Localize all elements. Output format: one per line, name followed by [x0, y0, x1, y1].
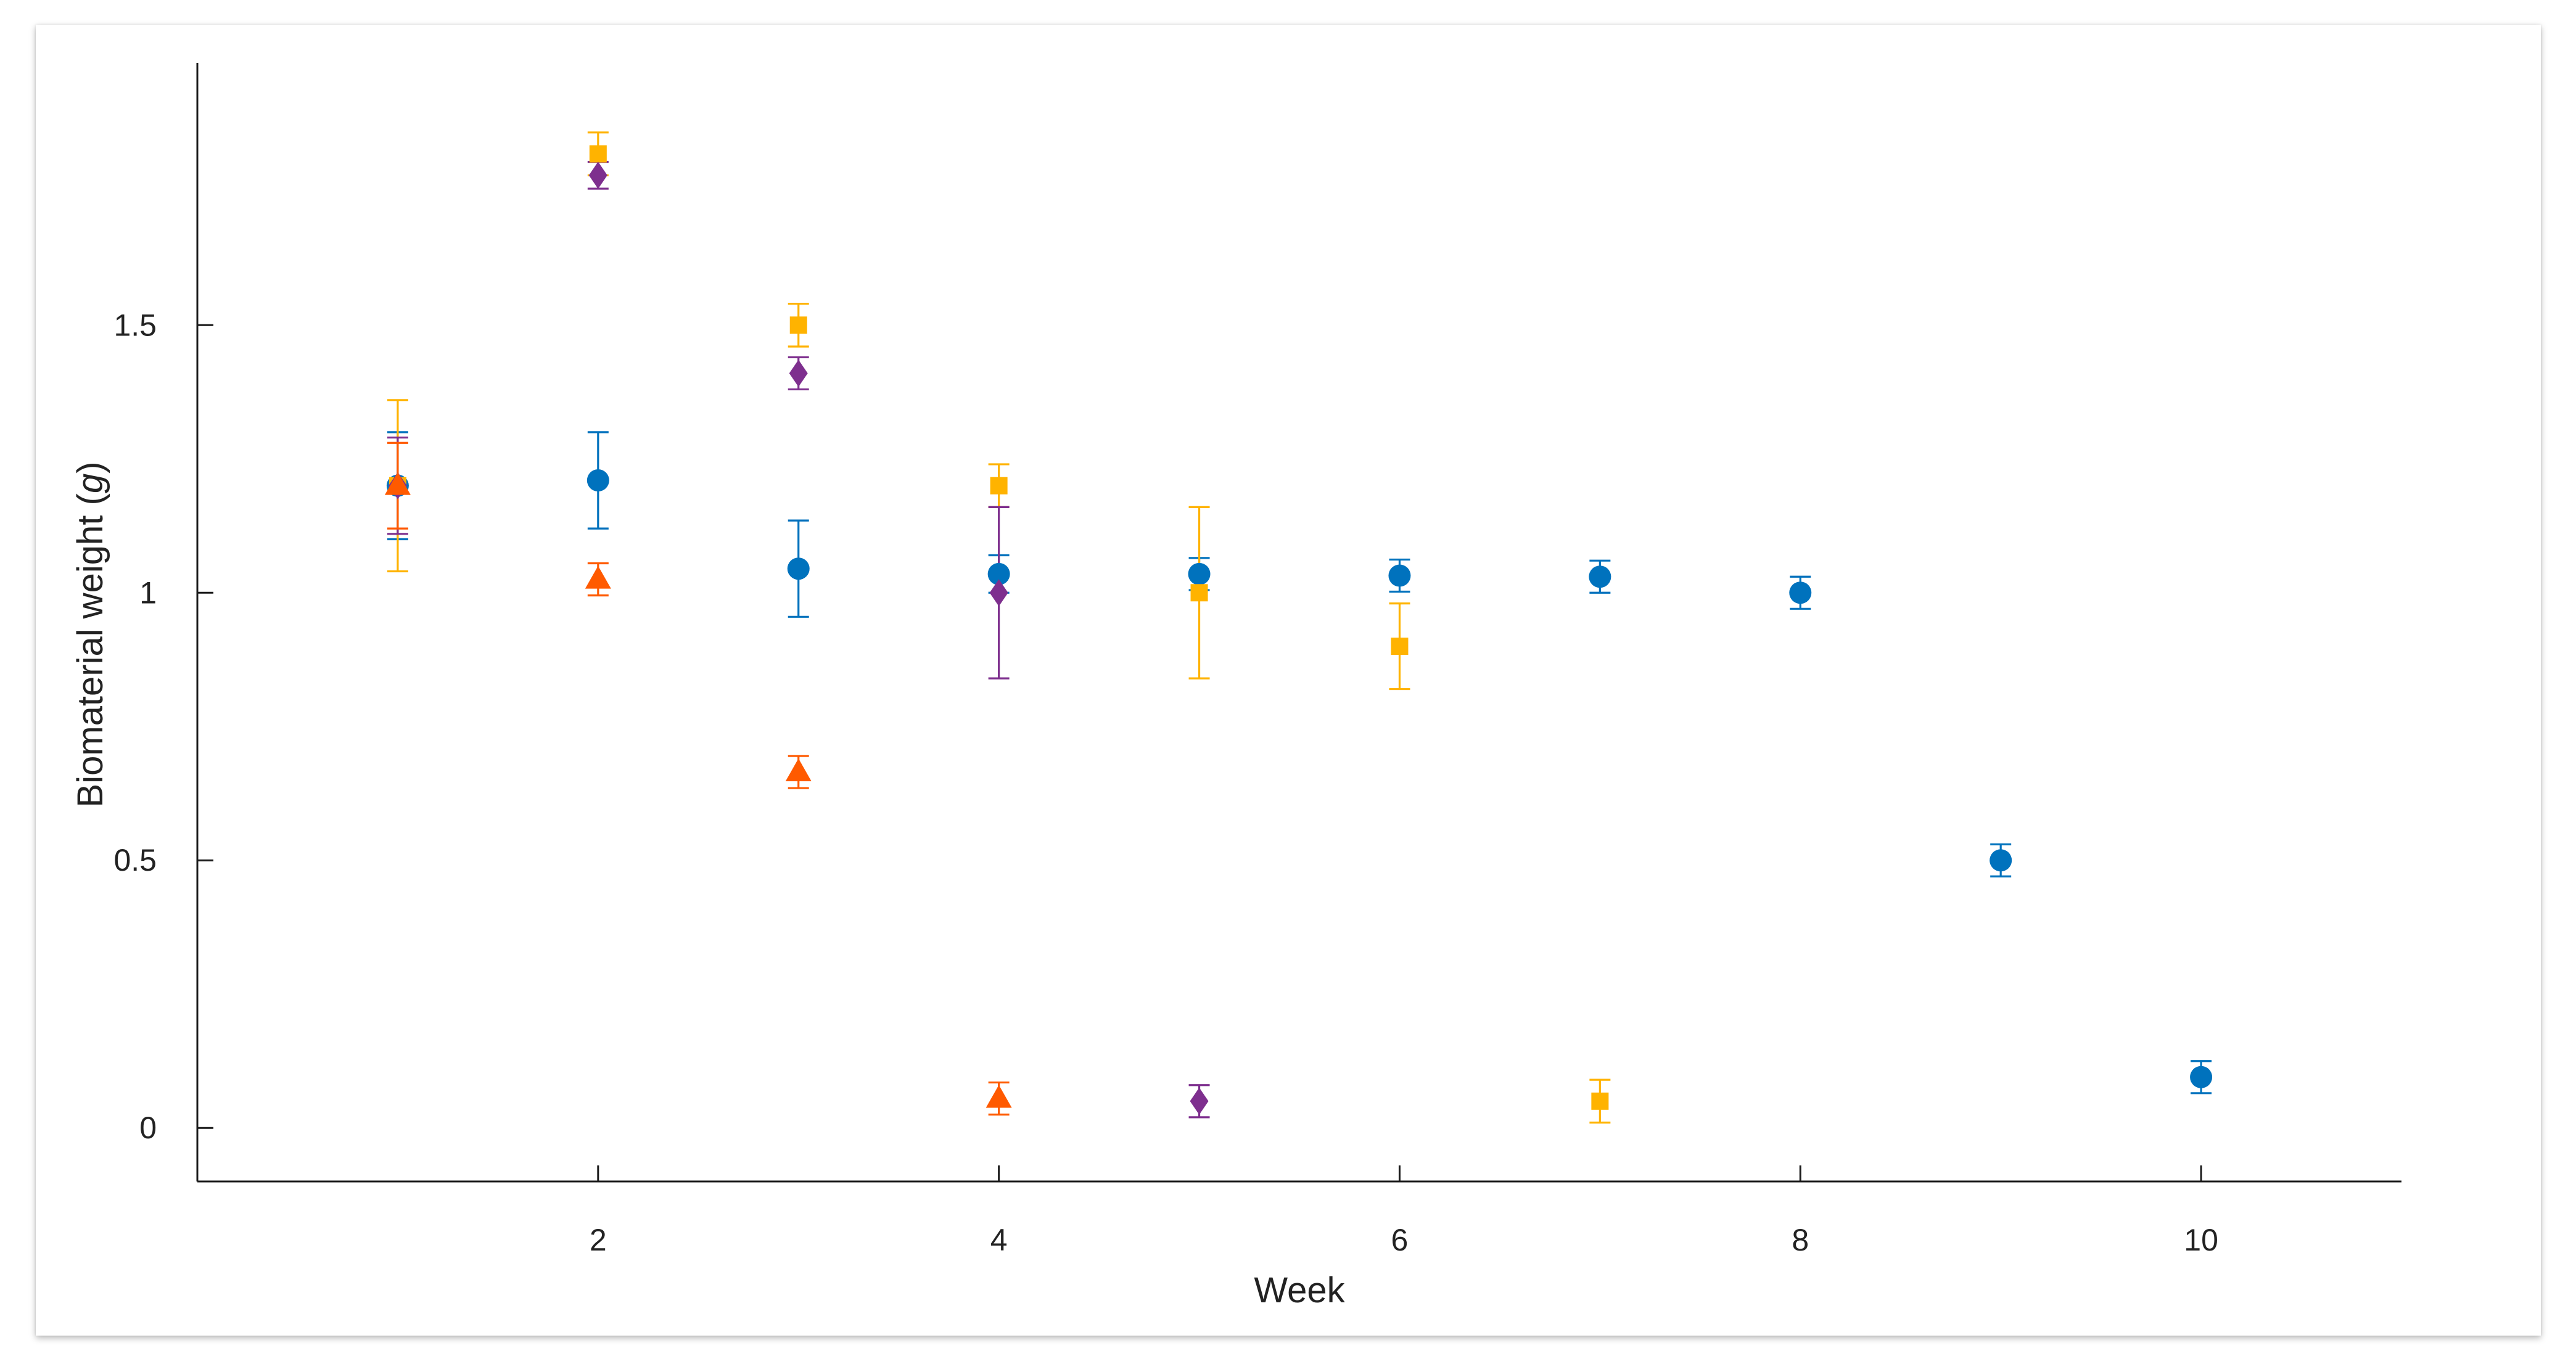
x-tick-label: 4 [990, 1223, 1008, 1257]
ticks: 2 4 6 8 10 0 0.5 1 1.5 [113, 308, 2218, 1257]
data-point-triangle [585, 565, 611, 589]
y-axis-title-unit: g [70, 474, 110, 493]
y-axis-title-main: Biomaterial weight ( [70, 493, 110, 807]
data-point-triangle [785, 758, 812, 782]
scatter-chart: 2 4 6 8 10 0 0.5 1 1.5 Week Biomaterial weight (… [70, 63, 2401, 1310]
data-point-circle [1789, 581, 1812, 604]
y-tick-label: 1.5 [113, 308, 157, 342]
data-point-square [1391, 638, 1409, 655]
data-point-circle [1388, 564, 1411, 587]
data-point-square [990, 477, 1008, 495]
x-tick-label: 10 [2184, 1223, 2218, 1257]
x-tick-label: 8 [1792, 1223, 1809, 1257]
data-point-circle [1188, 562, 1211, 585]
data-point-triangle [986, 1085, 1012, 1108]
data-point-diamond [1190, 1087, 1209, 1115]
y-axis-title-close: ) [70, 462, 110, 474]
error-bars [387, 131, 2212, 1124]
data-point-square [789, 316, 807, 334]
data-point-square [1591, 1092, 1609, 1110]
y-tick-label: 0 [139, 1111, 157, 1145]
data-point-diamond [789, 359, 808, 387]
data-point-circle [987, 562, 1010, 585]
data-point-diamond [989, 579, 1008, 607]
x-tick-label: 6 [1391, 1223, 1409, 1257]
data-point-circle [2190, 1066, 2213, 1088]
y-axis-title: Biomaterial weight (g) [70, 462, 110, 808]
data-point-square [1190, 584, 1208, 602]
data-point-circle [787, 557, 810, 580]
data-point-circle [1589, 565, 1611, 588]
axes [196, 63, 2401, 1183]
x-tick-label: 2 [590, 1223, 607, 1257]
y-tick-label: 0.5 [113, 843, 157, 877]
x-axis-title: Week [1254, 1270, 1345, 1310]
data-point-circle [586, 469, 609, 491]
data-point-triangle [384, 472, 411, 495]
y-tick-label: 1 [139, 575, 157, 610]
chart-card: 2 4 6 8 10 0 0.5 1 1.5 Week Biomaterial weight (… [36, 25, 2541, 1336]
data-point-square [589, 145, 607, 163]
markers [384, 145, 2213, 1115]
data-point-circle [1990, 849, 2012, 872]
data-point-diamond [588, 162, 607, 189]
